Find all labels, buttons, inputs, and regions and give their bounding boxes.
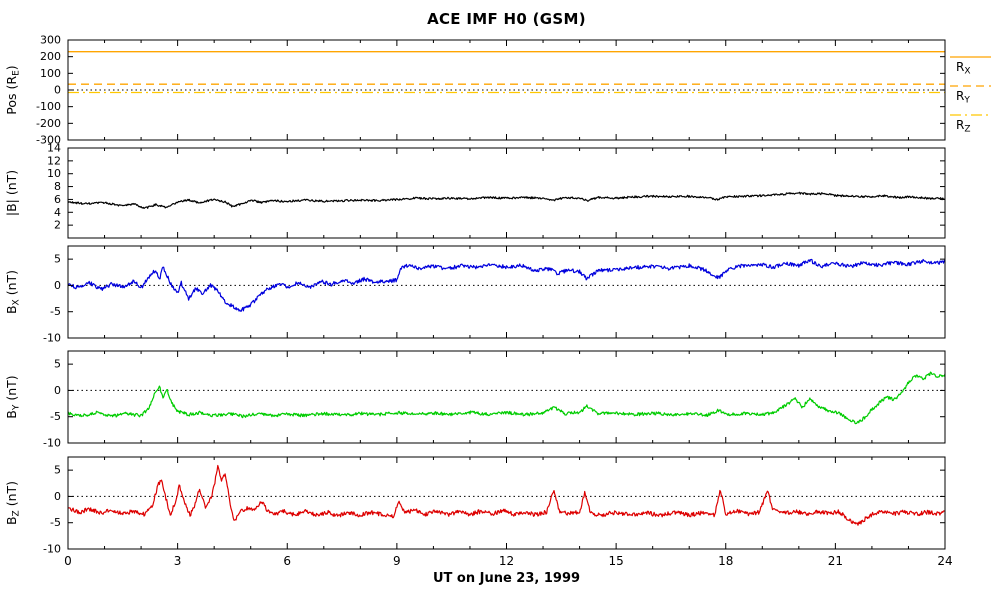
x-axis-label: UT on June 23, 1999 [432,571,581,586]
ytick-label-bx: -10 [43,332,61,345]
panel-pos: 300 200 100 0 -100 -200 -300 Pos (RE) RX RY RZ [4,34,991,147]
xtick-label: 24 [937,554,952,568]
ytick-label-bz: 0 [54,490,61,503]
legend-label-Y: RY [956,89,970,106]
ytick-label-by: 0 [54,384,61,397]
ticks-pos: 300 200 100 0 -100 -200 -300 [36,34,946,147]
ytick-label-bx: -5 [50,305,61,318]
plot-title: ACE IMF H0 (GSM) [427,10,586,28]
panel-frame-bz [67,456,946,550]
ylabel-by: BY (nT) [4,375,22,418]
ytick-label-bmag: 4 [54,206,61,219]
ytick-label-bmag: 10 [47,167,61,180]
ytick-label-bz: 5 [54,464,61,477]
xtick-label: 3 [174,554,182,568]
xtick-label: 21 [828,554,843,568]
ytick-label-bmag: 6 [54,193,61,206]
ytick-label-pos: 300 [40,34,61,47]
series-line-By [68,371,945,425]
xtick-label: 15 [608,554,623,568]
legend-label-Z: RZ [956,118,971,135]
panel-by: 5 0 -5 -10 BY (nT) [4,350,946,450]
ytick-label-pos: -300 [36,134,61,147]
ylabel-bx: BX (nT) [4,270,22,314]
ticks-bz: 50-5-100 3 6 9 12 15 18 21 24 [43,457,953,568]
ytick-label-pos: -100 [36,100,61,113]
ytick-label-by: 5 [54,358,61,371]
ytick-label-bmag: 12 [47,154,61,167]
panel-frame-bx [67,245,946,339]
ytick-label-pos: 0 [54,84,61,97]
ylabel-bmag: |B| (nT) [4,170,19,216]
xtick-label: 6 [283,554,291,568]
ticks-by: 5 0 -5 -10 [43,351,946,450]
ylabel-bz: BZ (nT) [4,481,22,525]
xtick-label: 0 [64,554,72,568]
ytick-label-bx: 0 [54,279,61,292]
panel-frame-by [67,350,946,444]
ytick-label-pos: 100 [40,67,61,80]
ytick-label-bmag: 8 [54,180,61,193]
xtick-label: 12 [499,554,514,568]
series-line-Bz [68,464,945,526]
xtick-label: 18 [718,554,733,568]
ytick-label-pos: 200 [40,50,61,63]
ytick-label-pos: -200 [36,117,61,130]
panel-bx: 5 0 -5 -10 BX (nT) [4,245,946,345]
series-line-Bx [68,258,945,312]
ylabel-pos: Pos (RE) [4,65,22,114]
ytick-label-by: -5 [50,410,61,423]
ytick-label-bx: 5 [54,253,61,266]
ytick-label-by: -10 [43,437,61,450]
xtick-label: 9 [393,554,401,568]
ytick-label-bz: -10 [43,543,61,556]
ticks-bx: 5 0 -5 -10 [43,246,946,345]
ytick-label-bmag: 14 [47,142,61,155]
legend-label-X: RX [956,60,971,77]
ytick-label-bmag: 2 [54,219,61,232]
ytick-label-bz: -5 [50,516,61,529]
series-line-Bmag [68,191,945,209]
